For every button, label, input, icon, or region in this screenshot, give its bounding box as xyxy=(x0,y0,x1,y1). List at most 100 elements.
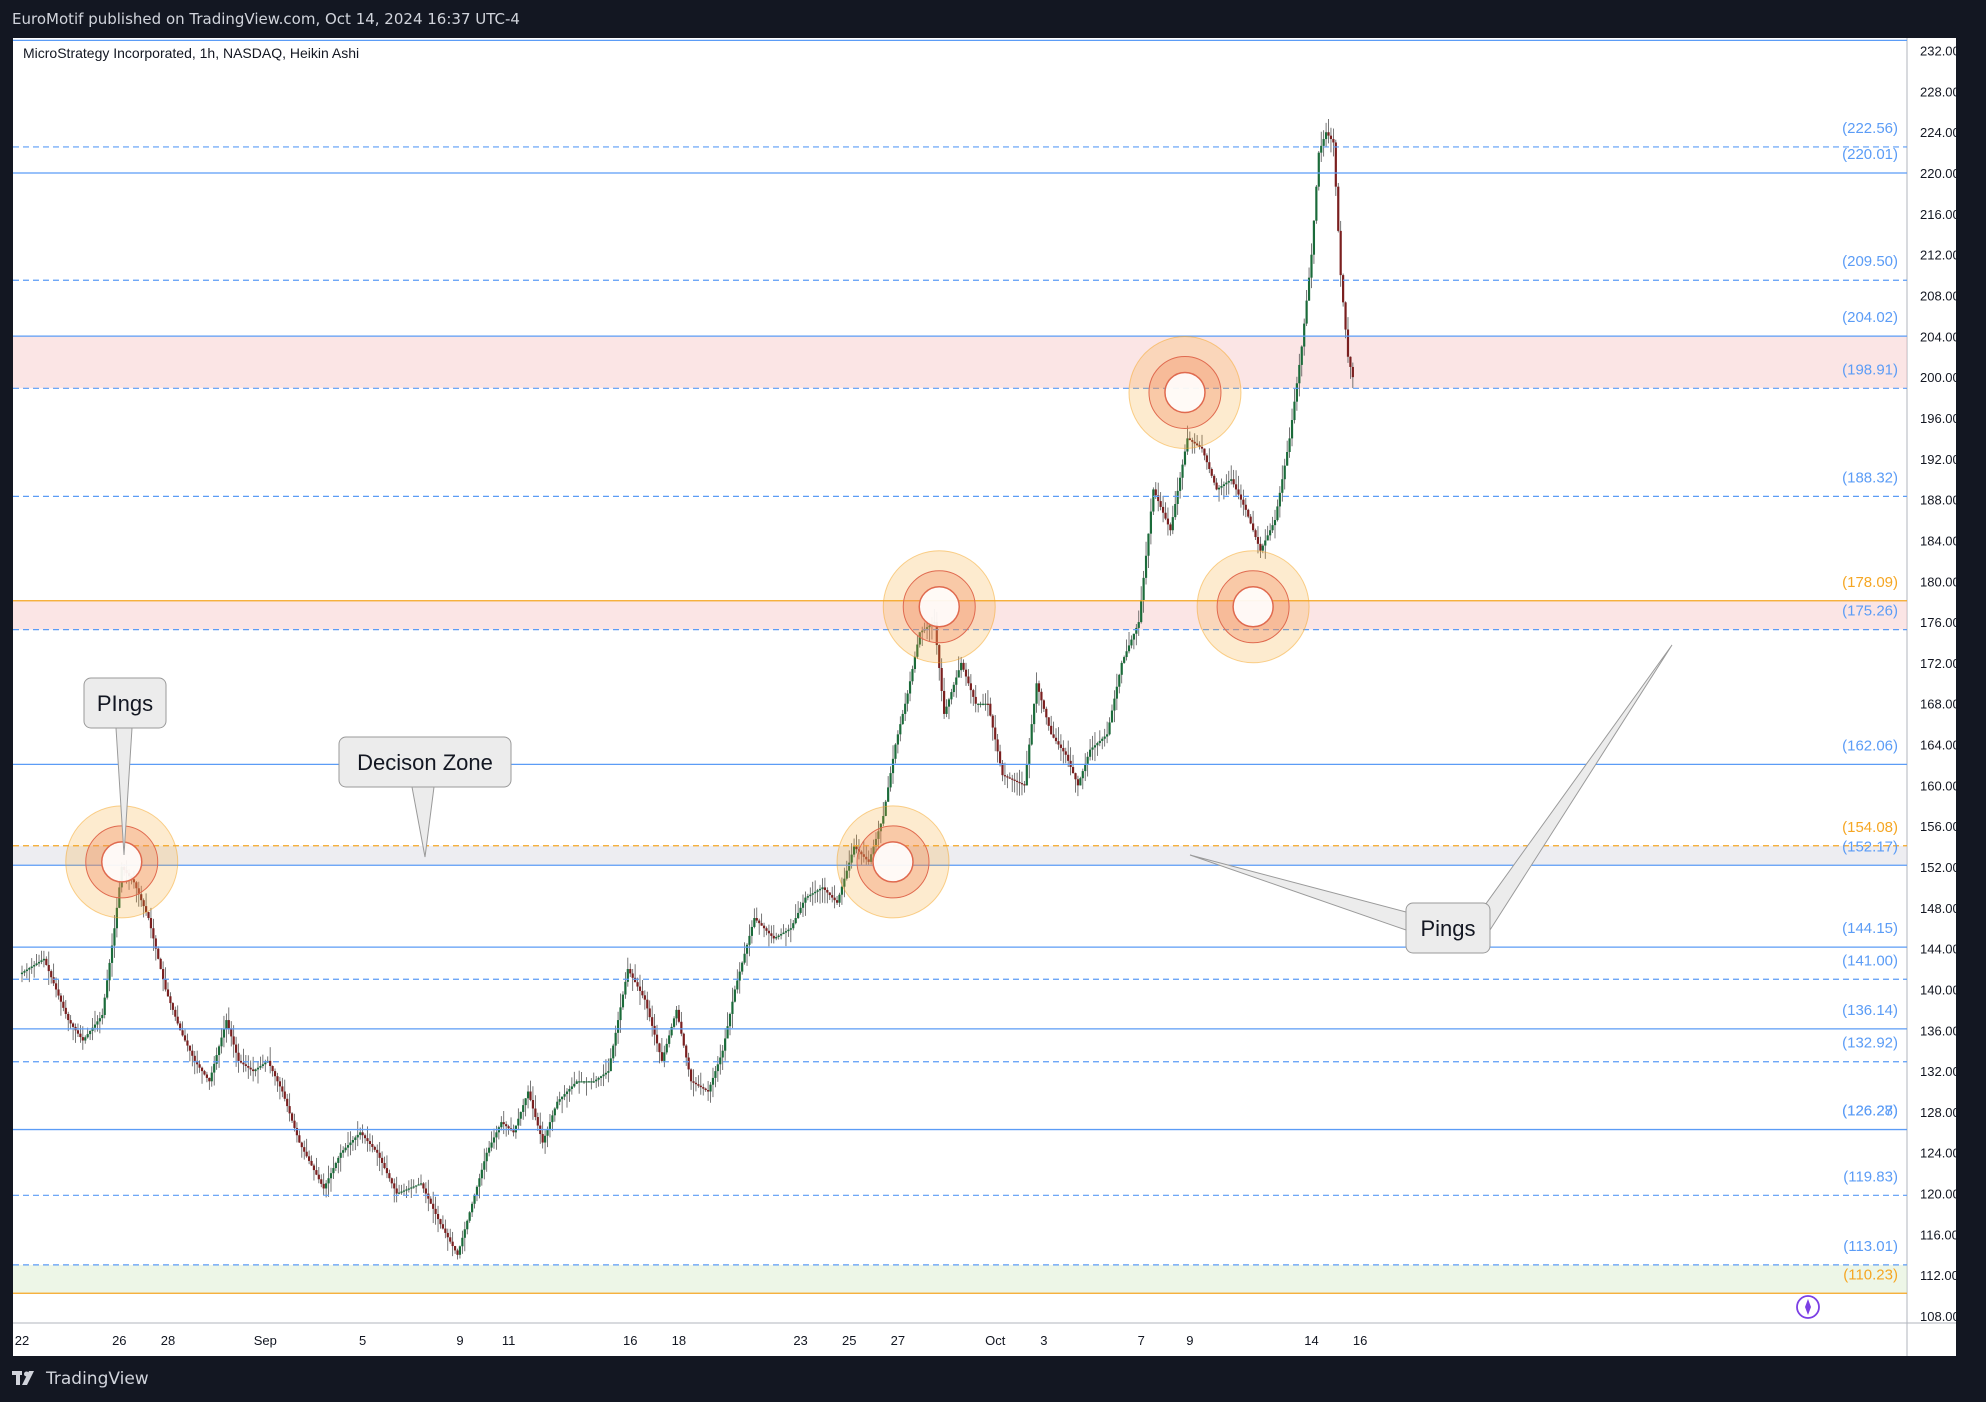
candle-body xyxy=(989,703,992,716)
y-tick-label: 164.00 xyxy=(1920,738,1960,753)
candle-body xyxy=(711,1077,715,1085)
candle-body xyxy=(1283,465,1286,480)
candle-body xyxy=(663,1052,666,1061)
callout-text: PIngs xyxy=(97,691,153,716)
candle-body xyxy=(417,1184,420,1186)
level-label: (175.26) xyxy=(1842,603,1898,620)
candle-body xyxy=(755,918,758,921)
candle-body xyxy=(1025,764,1028,786)
candle-body xyxy=(726,1026,729,1039)
candle-body xyxy=(71,1023,75,1027)
candle-body xyxy=(1057,741,1060,745)
y-tick-label: 180.00 xyxy=(1920,574,1960,589)
candle-body xyxy=(621,994,625,1008)
candle-body xyxy=(485,1152,488,1162)
candle-body xyxy=(458,1246,462,1255)
candle-body xyxy=(244,1064,247,1067)
candle-body xyxy=(193,1055,196,1061)
candle-body xyxy=(1013,779,1016,781)
candle-body xyxy=(772,935,775,939)
candle-body xyxy=(346,1145,350,1148)
callout-text: Decison Zone xyxy=(357,750,493,775)
callout-text: Pings xyxy=(1420,916,1475,941)
candle-body xyxy=(1315,186,1318,221)
candle-body xyxy=(1003,775,1007,777)
candle-body xyxy=(492,1137,496,1143)
candle-body xyxy=(1101,738,1104,741)
candle-body xyxy=(935,622,938,646)
candle-body xyxy=(290,1113,294,1121)
candle-body xyxy=(247,1066,250,1068)
candle-body xyxy=(1242,499,1245,505)
candle-body xyxy=(916,644,919,657)
candle-body xyxy=(380,1157,384,1163)
y-tick-label: 128.00 xyxy=(1920,1105,1960,1120)
candle-body xyxy=(1125,651,1128,658)
candle-body xyxy=(1307,277,1311,301)
candle-body xyxy=(901,713,904,725)
candle-body xyxy=(1193,441,1196,444)
candle-body xyxy=(93,1024,97,1028)
candle-body xyxy=(950,692,953,700)
candle-body xyxy=(293,1120,296,1128)
level-label: (152.17) xyxy=(1842,838,1898,855)
candle-body xyxy=(101,1014,104,1019)
candle-body xyxy=(1171,517,1174,531)
brand[interactable]: TradingView xyxy=(12,1369,149,1389)
candle-body xyxy=(1300,346,1303,365)
candle-body xyxy=(928,625,931,628)
ping-ring-inner xyxy=(101,841,143,883)
level-label: (198.91) xyxy=(1842,361,1898,378)
level-label: (154.08) xyxy=(1842,819,1898,836)
candle-body xyxy=(1071,766,1075,774)
candle-body xyxy=(1161,506,1165,513)
candle-body xyxy=(580,1081,583,1083)
candle-body xyxy=(536,1117,539,1126)
candle-body xyxy=(1278,492,1281,507)
candle-body xyxy=(969,683,972,691)
candle-body xyxy=(37,961,41,964)
candle-body xyxy=(164,979,167,990)
candle-body xyxy=(534,1108,537,1118)
candle-body xyxy=(468,1212,471,1221)
candle-body xyxy=(1135,627,1138,634)
candle-body xyxy=(312,1165,316,1171)
candle-body xyxy=(1127,645,1131,652)
candle-body xyxy=(410,1187,413,1189)
candle-body xyxy=(1217,487,1221,490)
candle-body xyxy=(1295,383,1298,402)
candle-body xyxy=(809,894,812,897)
candle-body xyxy=(1198,445,1201,447)
candle-body xyxy=(597,1077,600,1080)
candle-body xyxy=(252,1069,255,1072)
candle-body xyxy=(850,854,853,863)
candle-body xyxy=(203,1071,206,1075)
candle-body xyxy=(1033,703,1036,725)
y-tick-label: 116.00 xyxy=(1920,1227,1959,1242)
candle-body xyxy=(543,1135,547,1143)
y-tick-label: 120.00 xyxy=(1920,1187,1960,1202)
candle-body xyxy=(205,1074,209,1078)
candle-body xyxy=(811,893,814,895)
x-tick-label: 28 xyxy=(161,1333,175,1348)
candle-body xyxy=(366,1138,369,1142)
level-label: (220.01) xyxy=(1842,146,1898,163)
candle-body xyxy=(879,823,882,832)
candle-body xyxy=(687,1057,690,1070)
ping-marker xyxy=(836,805,950,919)
candle-body xyxy=(461,1237,464,1247)
candle-body xyxy=(838,894,841,903)
candle-body xyxy=(35,963,38,965)
candle-body xyxy=(1312,220,1316,255)
candle-body xyxy=(220,1037,223,1047)
candle-body xyxy=(1339,230,1342,276)
candle-body xyxy=(1144,555,1148,578)
candle-body xyxy=(1213,475,1216,483)
x-tick-label: 25 xyxy=(842,1333,856,1348)
ping-ring-inner xyxy=(918,586,960,628)
candle-body xyxy=(848,862,851,871)
candle-body xyxy=(264,1062,267,1065)
y-tick-label: 196.00 xyxy=(1920,411,1960,426)
candle-body xyxy=(52,977,55,984)
